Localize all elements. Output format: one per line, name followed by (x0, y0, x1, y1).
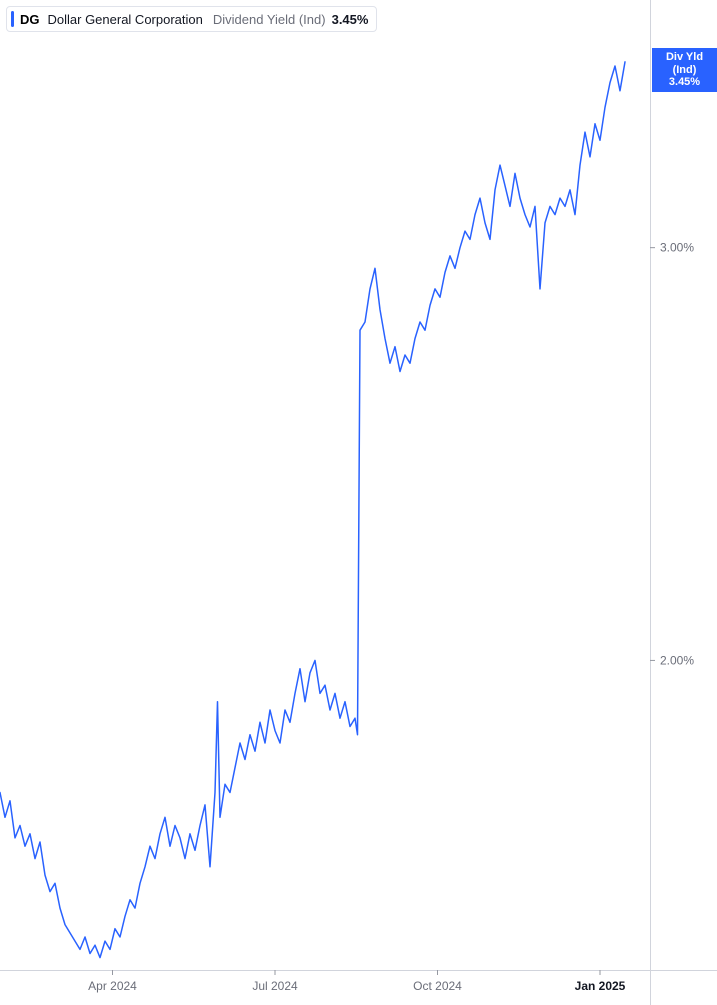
metric-label: Dividend Yield (Ind) (213, 12, 326, 27)
svg-text:Apr 2024: Apr 2024 (88, 979, 137, 993)
svg-text:Jan 2025: Jan 2025 (575, 979, 626, 993)
flag-value: 3.45% (658, 76, 711, 89)
metric-value: 3.45% (332, 12, 369, 27)
accent-bar (11, 11, 14, 27)
svg-text:Oct 2024: Oct 2024 (413, 979, 462, 993)
svg-text:2.00%: 2.00% (660, 653, 694, 667)
line-chart: 2.00% 3.00% Apr 2024 Jul 2024 Oct 2024 Jan 20… (0, 0, 717, 1005)
svg-text:3.00%: 3.00% (660, 241, 694, 255)
price-axis-flag: Div Yld (Ind) 3.45% (652, 48, 717, 92)
ticker-symbol: DG (20, 12, 40, 27)
chart-area[interactable]: 2.00% 3.00% Apr 2024 Jul 2024 Oct 2024 Jan 20… (0, 0, 717, 1005)
flag-title: Div Yld (Ind) (658, 51, 711, 76)
company-name: Dollar General Corporation (48, 12, 203, 27)
symbol-header[interactable]: DG Dollar General Corporation Dividend Y… (6, 6, 377, 32)
svg-text:Jul 2024: Jul 2024 (252, 979, 298, 993)
